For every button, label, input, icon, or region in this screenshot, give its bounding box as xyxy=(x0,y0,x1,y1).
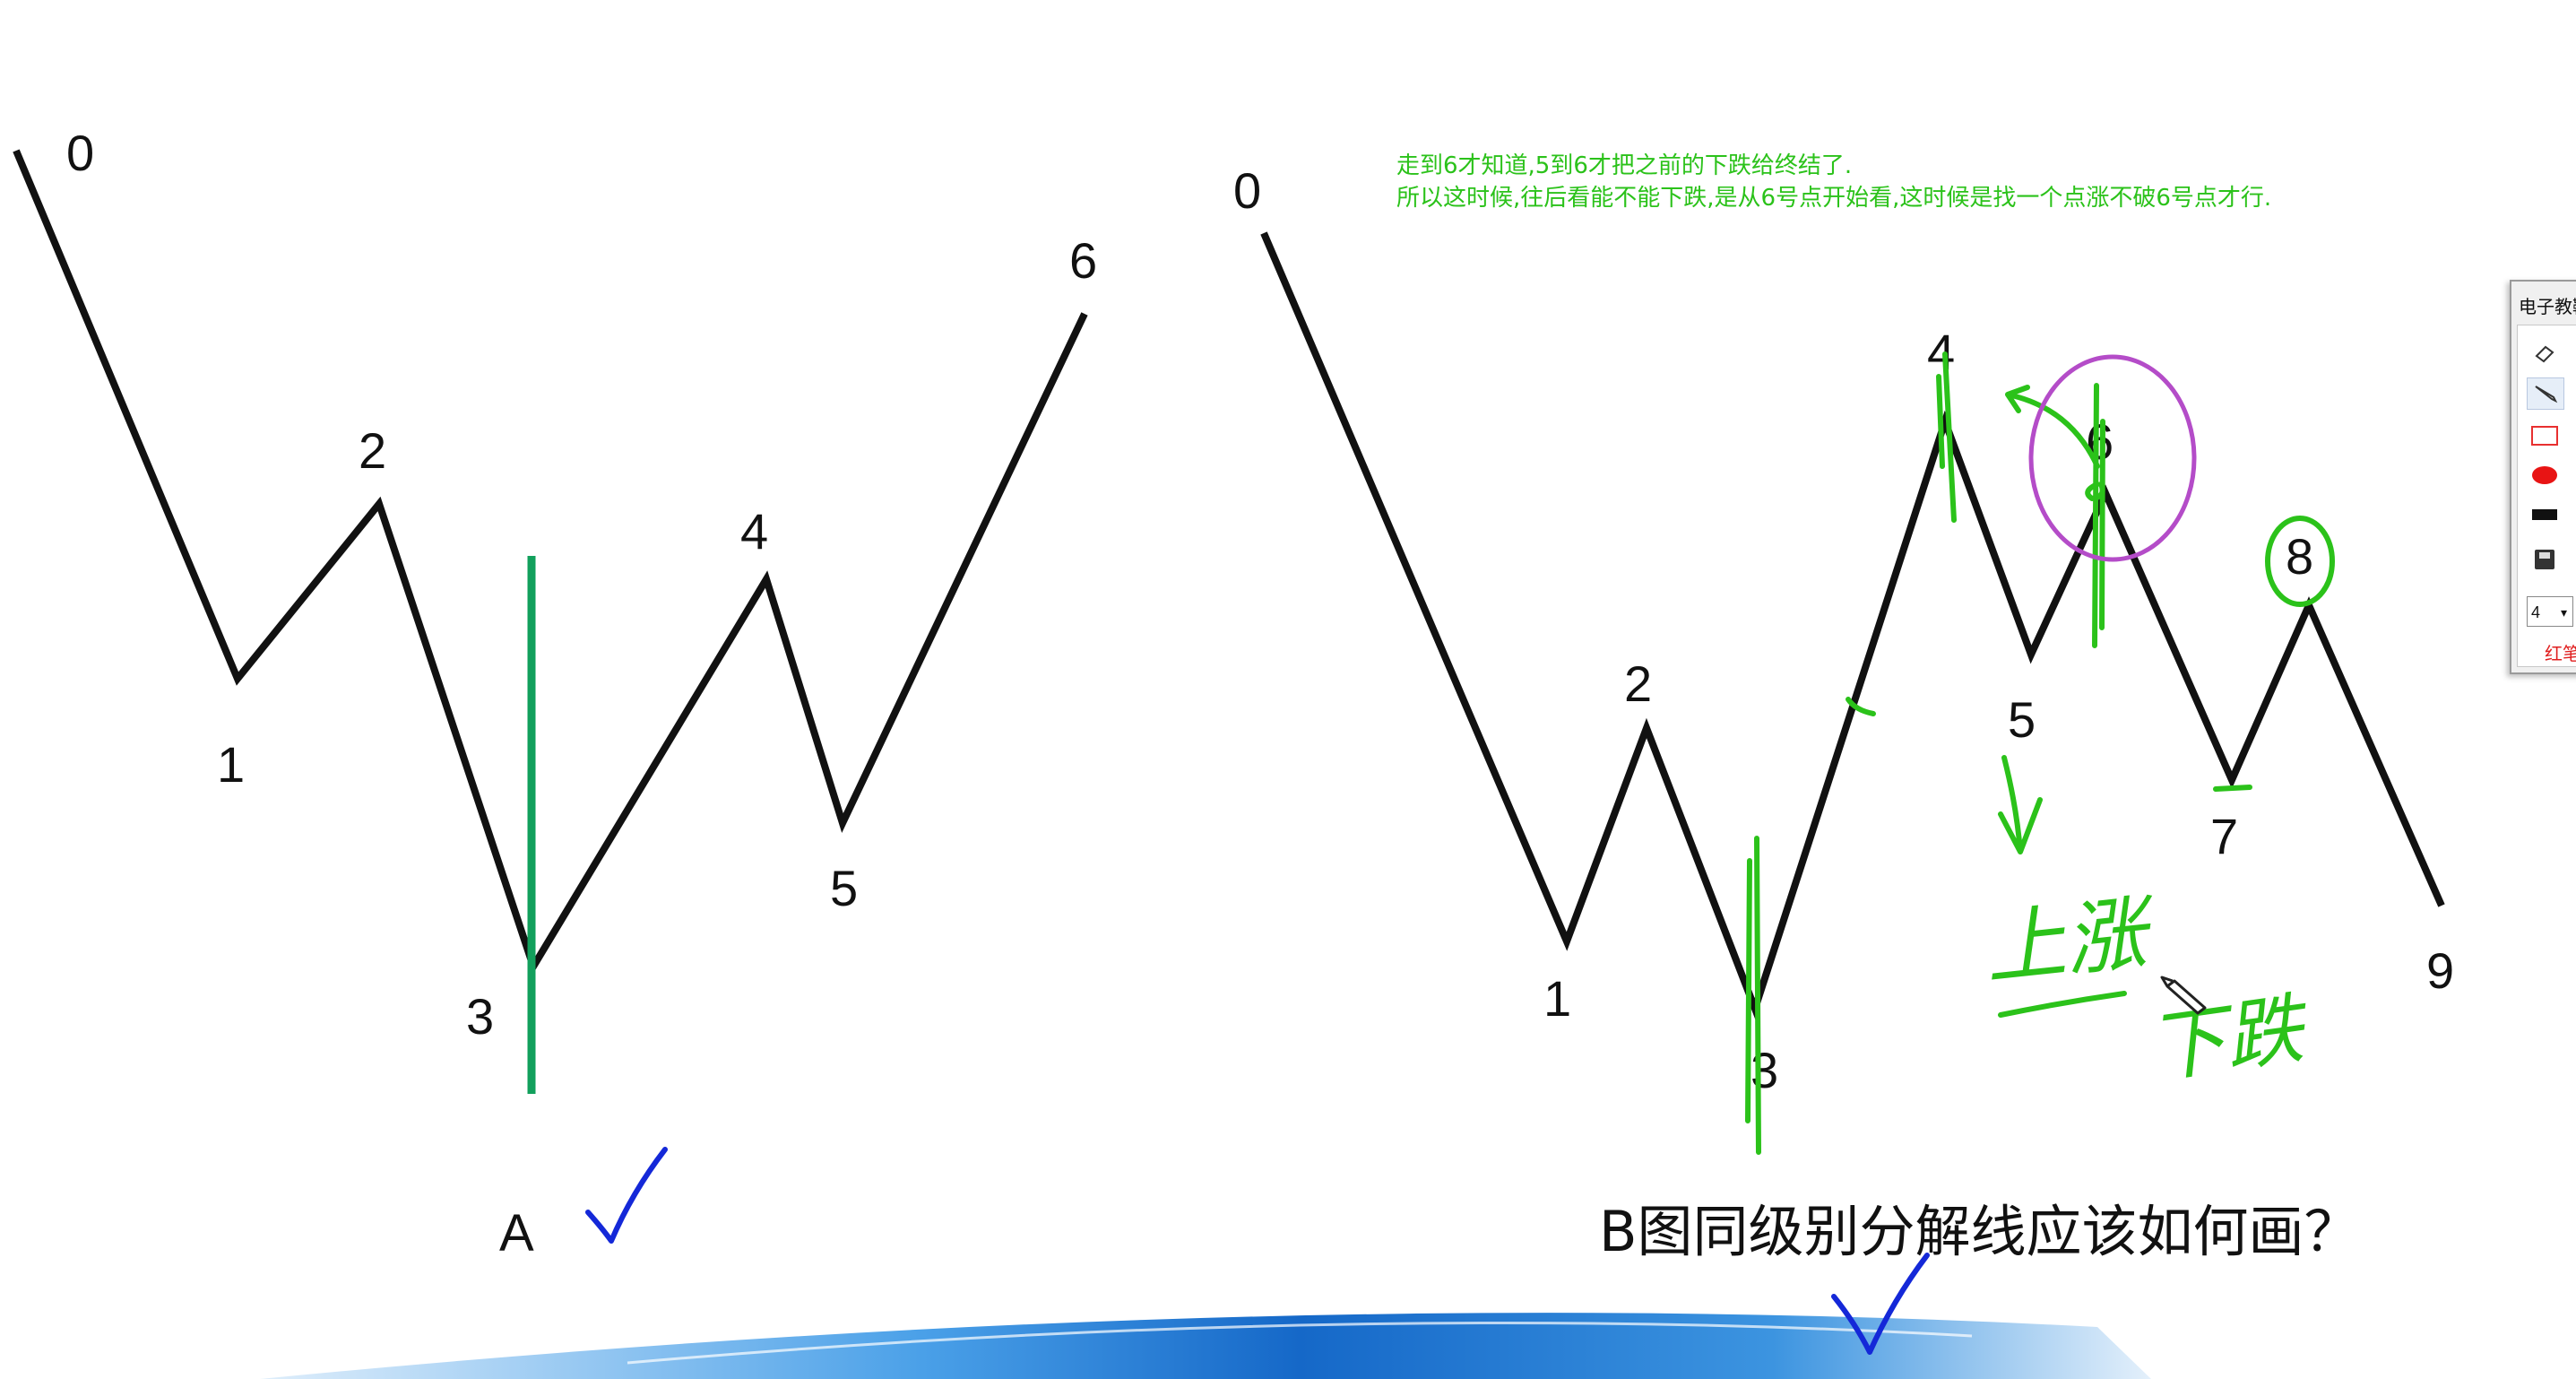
save-icon xyxy=(2535,550,2554,569)
diagram-a-caption: A xyxy=(499,1204,534,1262)
bottom-banner xyxy=(260,1313,2151,1379)
pen-toolbox-panel[interactable]: 电子教鞭 4 ▾ 红笔 xyxy=(2510,280,2576,674)
bottom-banner-highlight xyxy=(627,1321,1973,1365)
check-mark-a-icon xyxy=(585,1147,668,1244)
rectangle-icon xyxy=(2531,426,2558,446)
rectangle-tool-button[interactable] xyxy=(2527,421,2563,451)
annotation-line-1: 走到6才知道,5到6才把之前的下跌给终结了. xyxy=(1396,152,1852,179)
diagram-b-label-9: 9 xyxy=(2426,942,2454,999)
pen-size-select[interactable]: 4 ▾ xyxy=(2527,596,2573,627)
diagram-a-label-4: 4 xyxy=(740,503,768,559)
green-loop-at-6 xyxy=(2085,481,2105,501)
green-underline-at-7 xyxy=(2213,785,2252,792)
chevron-down-icon: ▾ xyxy=(2560,605,2567,620)
green-vertical-mark-at-6-b xyxy=(2099,419,2105,630)
pen-size-value: 4 xyxy=(2531,603,2541,621)
green-vertical-mark-at-4 xyxy=(1942,351,1957,523)
green-tick-mark xyxy=(1846,697,1876,716)
diagram-a-label-5: 5 xyxy=(830,860,858,916)
ellipse-tool-button[interactable] xyxy=(2527,460,2563,490)
pen-icon xyxy=(2535,386,2558,403)
check-mark-b-icon xyxy=(1831,1253,1930,1355)
diagram-b-label-2: 2 xyxy=(1624,655,1652,712)
green-vertical-mark-at-4-b xyxy=(1936,374,1945,469)
save-tool-button[interactable] xyxy=(2527,544,2563,575)
diagram-b-label-3: 3 xyxy=(1750,1042,1778,1098)
pen-cursor-icon xyxy=(2160,976,2207,1015)
line-width-tool-button[interactable] xyxy=(2527,499,2563,530)
eraser-tool-button[interactable] xyxy=(2527,338,2563,369)
ellipse-icon xyxy=(2532,466,2557,484)
diagram-a-zigzag-line xyxy=(13,149,1088,976)
pen-color-label: 红笔 xyxy=(2545,643,2576,664)
circle-around-6 xyxy=(2028,354,2197,562)
diagram-b-label-1: 1 xyxy=(1543,970,1571,1027)
eraser-icon xyxy=(2535,345,2554,363)
green-curved-arrow-icon xyxy=(2005,385,2100,469)
diagram-b-label-8: 8 xyxy=(2286,528,2313,585)
circle-around-8 xyxy=(2265,516,2335,607)
diagram-b-label-5: 5 xyxy=(2008,691,2036,748)
diagram-a-label-0: 0 xyxy=(66,125,94,181)
toolbox-body: 4 ▾ 红笔 xyxy=(2517,325,2576,667)
diagram-b-zigzag-line xyxy=(1260,231,2445,1019)
diagram-a-label-2: 2 xyxy=(359,422,386,479)
diagram-b-label-0: 0 xyxy=(1233,162,1261,219)
annotation-line-2: 所以这时候,往后看能不能下跌,是从6号点开始看,这时候是找一个点涨不破6号点才行… xyxy=(1396,185,2271,212)
diagram-a-label-1: 1 xyxy=(217,736,245,793)
diagram-b-question: B图同级别分解线应该如何画？ xyxy=(1599,1199,2360,1264)
toolbox-title: 电子教鞭 xyxy=(2519,296,2576,317)
pen-tool-button[interactable] xyxy=(2527,377,2564,410)
handwritten-up-underline xyxy=(1998,991,2127,1018)
diagram-a-label-3: 3 xyxy=(466,988,494,1045)
diagram-b-label-4: 4 xyxy=(1927,324,1955,380)
diagram-a-label-6: 6 xyxy=(1069,232,1097,289)
green-down-arrow-icon xyxy=(1998,755,2043,854)
handwritten-down-text: 下跌 xyxy=(2143,984,2316,1095)
diagram-b-label-7: 7 xyxy=(2210,808,2238,864)
green-vertical-mark-at-3 xyxy=(1754,836,1761,1155)
diagram-b-label-6: 6 xyxy=(2086,413,2114,470)
line-width-icon xyxy=(2532,509,2557,520)
green-vertical-mark-at-3-b xyxy=(1745,858,1752,1123)
green-vertical-mark-at-6 xyxy=(2092,383,2099,648)
handwritten-up-text: 上涨 xyxy=(1980,885,2161,996)
